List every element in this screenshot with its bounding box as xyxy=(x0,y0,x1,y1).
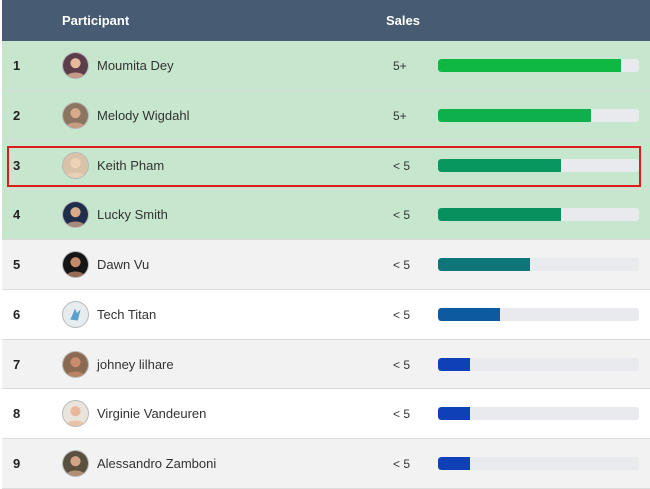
rank-number: 6 xyxy=(13,307,21,322)
table-row[interactable]: 2 Melody Wigdahl 5+ xyxy=(2,91,650,141)
sales-value: < 5 xyxy=(393,258,411,272)
participant-name[interactable]: Tech Titan xyxy=(97,307,157,322)
sales-progress-fill xyxy=(438,109,591,122)
table-row[interactable]: 5 Dawn Vu < 5 xyxy=(2,240,650,290)
rank-number: 5 xyxy=(13,257,21,272)
sales-value: < 5 xyxy=(393,208,411,222)
sales-value: 5+ xyxy=(393,59,407,73)
participant-name[interactable]: Melody Wigdahl xyxy=(97,108,190,123)
participant-name[interactable]: Moumita Dey xyxy=(97,58,174,73)
sales-progress-fill xyxy=(438,308,501,321)
avatar xyxy=(62,102,89,129)
participant-name[interactable]: Lucky Smith xyxy=(97,207,168,222)
rank-number: 1 xyxy=(13,58,21,73)
participant-name[interactable]: Alessandro Zamboni xyxy=(97,456,217,471)
sales-progress-bar xyxy=(438,208,639,221)
sales-progress-bar xyxy=(438,159,639,172)
sales-progress-fill xyxy=(438,358,471,371)
sales-progress-fill xyxy=(438,59,621,72)
table-row[interactable]: 6 Tech Titan < 5 xyxy=(2,290,650,340)
rank-number: 8 xyxy=(13,406,21,421)
sales-progress-fill xyxy=(438,457,471,470)
rank-number: 4 xyxy=(13,207,21,222)
sales-value: < 5 xyxy=(393,358,411,372)
participant-name[interactable]: Keith Pham xyxy=(97,158,165,173)
sales-progress-bar xyxy=(438,109,639,122)
sales-value: < 5 xyxy=(393,407,411,421)
sales-progress-bar xyxy=(438,457,639,470)
sales-value: < 5 xyxy=(393,159,411,173)
rank-number: 2 xyxy=(13,108,21,123)
participant-column-header: Participant xyxy=(62,13,130,28)
avatar xyxy=(62,201,89,228)
sales-progress-bar xyxy=(438,407,639,420)
avatar xyxy=(62,152,89,179)
table-row[interactable]: 7 johney lilhare < 5 xyxy=(2,340,650,389)
table-row[interactable]: 9 Alessandro Zamboni < 5 xyxy=(2,439,650,489)
participant-name[interactable]: Virginie Vandeuren xyxy=(97,406,207,421)
sales-progress-fill xyxy=(438,258,531,271)
sales-column-header: Sales xyxy=(386,13,420,28)
sales-progress-fill xyxy=(438,159,561,172)
rank-number: 9 xyxy=(13,456,21,471)
sales-value: 5+ xyxy=(393,109,407,123)
sales-progress-bar xyxy=(438,258,639,271)
logo-avatar xyxy=(62,301,89,328)
participant-name[interactable]: johney lilhare xyxy=(97,357,174,372)
sales-value: < 5 xyxy=(393,308,411,322)
avatar xyxy=(62,351,89,378)
table-row[interactable]: 1 Moumita Dey 5+ xyxy=(2,41,650,91)
participant-name[interactable]: Dawn Vu xyxy=(97,257,150,272)
rank-number: 3 xyxy=(13,158,21,173)
sales-progress-bar xyxy=(438,308,639,321)
table-row[interactable]: 4 Lucky Smith < 5 xyxy=(2,190,650,240)
avatar xyxy=(62,450,89,477)
sales-value: < 5 xyxy=(393,457,411,471)
rank-number: 7 xyxy=(13,357,21,372)
sales-progress-fill xyxy=(438,407,471,420)
sales-progress-bar xyxy=(438,59,639,72)
avatar xyxy=(62,52,89,79)
table-header: Participant Sales xyxy=(2,0,650,41)
avatar xyxy=(62,251,89,278)
sales-progress-bar xyxy=(438,358,639,371)
table-row[interactable]: 3 Keith Pham < 5 xyxy=(2,141,650,190)
avatar xyxy=(62,400,89,427)
sales-progress-fill xyxy=(438,208,561,221)
table-row[interactable]: 8 Virginie Vandeuren < 5 xyxy=(2,389,650,439)
